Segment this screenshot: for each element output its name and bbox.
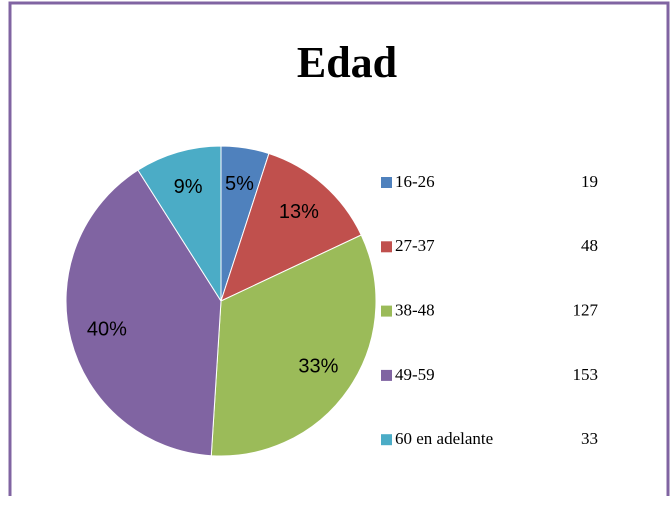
frame [8, 1, 670, 496]
legend-count: 153 [573, 365, 599, 384]
legend-label: 38-48 [395, 301, 435, 320]
legend-label: 16-26 [395, 172, 435, 191]
legend-swatch [381, 369, 392, 381]
legend-count: 33 [581, 429, 598, 448]
slice-label: 40% [87, 319, 127, 341]
legend-label: 27-37 [395, 236, 435, 255]
legend-count: 48 [581, 236, 598, 255]
chart-title: Edad [297, 38, 397, 87]
slice-label: 9% [174, 176, 203, 198]
slice-label: 33% [298, 355, 338, 377]
slice-label: 5% [225, 173, 254, 195]
pie-slice [137, 145, 222, 303]
legend-swatch [381, 305, 392, 317]
slice-label: 13% [279, 201, 319, 223]
legend-swatch [381, 434, 392, 446]
legend-count: 19 [581, 172, 598, 191]
pie-slice [220, 152, 362, 302]
legend-swatch [381, 177, 392, 188]
legend-swatch [381, 241, 392, 253]
pie-slice [210, 234, 377, 457]
pie-slice [65, 169, 222, 457]
legend-label: 60 en adelante [395, 429, 493, 448]
legend-count: 127 [573, 301, 599, 320]
legend-label: 49-59 [395, 365, 435, 384]
